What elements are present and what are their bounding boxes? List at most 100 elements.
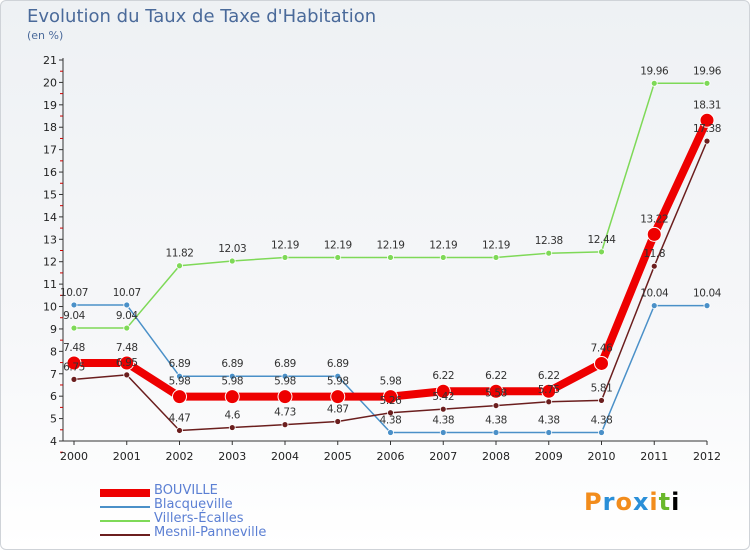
data-point bbox=[334, 418, 342, 425]
data-label: 6.75 bbox=[63, 361, 85, 373]
data-label: 4.38 bbox=[538, 414, 560, 426]
data-label: 4.47 bbox=[169, 412, 191, 424]
y-tick-label: 9 bbox=[50, 323, 57, 336]
data-point bbox=[176, 427, 183, 434]
data-label: 12.03 bbox=[218, 243, 246, 255]
data-point bbox=[545, 249, 553, 257]
legend-label: Blacqueville bbox=[154, 497, 233, 512]
data-label: 12.19 bbox=[324, 239, 352, 251]
data-point bbox=[435, 383, 451, 399]
data-point bbox=[488, 383, 504, 399]
data-point bbox=[545, 429, 553, 436]
data-point bbox=[387, 254, 394, 261]
data-label: 18.31 bbox=[693, 99, 721, 111]
data-point bbox=[172, 389, 187, 405]
data-label: 6.95 bbox=[116, 357, 138, 369]
data-label: 6.89 bbox=[221, 358, 243, 370]
y-tick-label: 12 bbox=[43, 256, 57, 269]
data-label: 5.81 bbox=[591, 382, 613, 394]
data-point bbox=[703, 302, 711, 310]
logo-letter: x bbox=[632, 488, 650, 516]
data-label: 9.04 bbox=[116, 310, 138, 322]
data-point bbox=[277, 389, 293, 405]
data-point bbox=[228, 424, 236, 431]
data-label: 10.07 bbox=[60, 287, 88, 299]
data-point bbox=[228, 372, 236, 380]
data-point bbox=[70, 301, 78, 309]
data-point bbox=[334, 254, 342, 261]
data-label: 12.38 bbox=[535, 235, 563, 247]
chart-subtitle: (en %) bbox=[27, 29, 64, 42]
logo-letter: r bbox=[602, 488, 616, 516]
data-point bbox=[383, 389, 398, 405]
y-tick-label: 18 bbox=[43, 121, 57, 134]
y-tick-label: 17 bbox=[43, 144, 57, 157]
x-tick-label: 2011 bbox=[640, 450, 668, 463]
data-point bbox=[650, 79, 658, 87]
data-point bbox=[281, 421, 289, 429]
x-tick-label: 2003 bbox=[218, 450, 246, 463]
data-label: 4.87 bbox=[327, 404, 349, 416]
data-label: 11.82 bbox=[165, 248, 193, 260]
logo-letter: i bbox=[671, 488, 681, 516]
data-label: 5.98 bbox=[327, 376, 349, 388]
data-label: 13.22 bbox=[640, 213, 668, 225]
data-point bbox=[598, 248, 605, 256]
data-point bbox=[119, 355, 135, 371]
data-point bbox=[224, 389, 240, 405]
data-point bbox=[70, 324, 78, 332]
data-label: 5.98 bbox=[380, 376, 402, 388]
y-tick-label: 14 bbox=[43, 211, 57, 224]
data-label: 5.42 bbox=[432, 391, 454, 403]
data-point bbox=[703, 79, 711, 87]
series-line bbox=[73, 82, 708, 329]
x-tick-label: 2005 bbox=[324, 450, 352, 463]
data-point bbox=[650, 262, 658, 270]
data-label: 5.98 bbox=[221, 376, 243, 388]
data-label: 4.73 bbox=[274, 407, 296, 419]
data-label: 17.38 bbox=[693, 123, 721, 135]
x-tick-label: 2000 bbox=[60, 450, 88, 463]
data-label: 4.38 bbox=[432, 414, 454, 426]
data-point bbox=[650, 302, 658, 310]
y-tick-label: 7 bbox=[50, 368, 57, 381]
data-label: 7.46 bbox=[591, 342, 613, 354]
chart-title: Evolution du Taux de Taxe d'Habitation bbox=[27, 6, 377, 27]
data-point bbox=[598, 397, 605, 404]
legend-label: Mesnil-Panneville bbox=[154, 525, 267, 540]
data-label: 6.89 bbox=[169, 358, 191, 370]
data-point bbox=[703, 137, 711, 145]
x-tick-label: 2007 bbox=[429, 450, 457, 463]
data-point bbox=[646, 226, 662, 242]
legend-swatch bbox=[100, 506, 150, 508]
logo-letter: o bbox=[615, 488, 633, 516]
data-label: 10.04 bbox=[693, 288, 722, 300]
data-point bbox=[387, 429, 394, 436]
data-label: 10.04 bbox=[640, 288, 669, 300]
data-label: 12.44 bbox=[587, 234, 616, 246]
data-point bbox=[541, 383, 557, 399]
data-label: 6.22 bbox=[538, 370, 560, 382]
data-point bbox=[387, 409, 394, 417]
y-tick-label: 5 bbox=[50, 413, 57, 426]
data-label: 12.19 bbox=[482, 239, 510, 251]
x-tick-label: 2012 bbox=[693, 450, 721, 463]
x-tick-label: 2008 bbox=[482, 450, 510, 463]
data-label: 7.48 bbox=[116, 342, 138, 354]
y-tick-label: 15 bbox=[43, 188, 57, 201]
data-point bbox=[439, 405, 447, 413]
data-label: 9.04 bbox=[63, 310, 85, 322]
data-label: 4.38 bbox=[485, 414, 507, 426]
data-label: 5.98 bbox=[169, 376, 191, 388]
data-point bbox=[492, 402, 500, 409]
data-point bbox=[699, 112, 715, 128]
x-tick-label: 2010 bbox=[588, 450, 616, 463]
data-label: 5.75 bbox=[538, 384, 560, 396]
y-tick-label: 11 bbox=[43, 278, 57, 291]
data-point bbox=[492, 254, 500, 261]
data-label: 5.26 bbox=[380, 395, 402, 407]
data-point bbox=[123, 324, 131, 332]
data-label: 7.48 bbox=[63, 342, 85, 354]
legend-label: BOUVILLE bbox=[154, 483, 218, 498]
data-label: 19.96 bbox=[640, 65, 669, 77]
